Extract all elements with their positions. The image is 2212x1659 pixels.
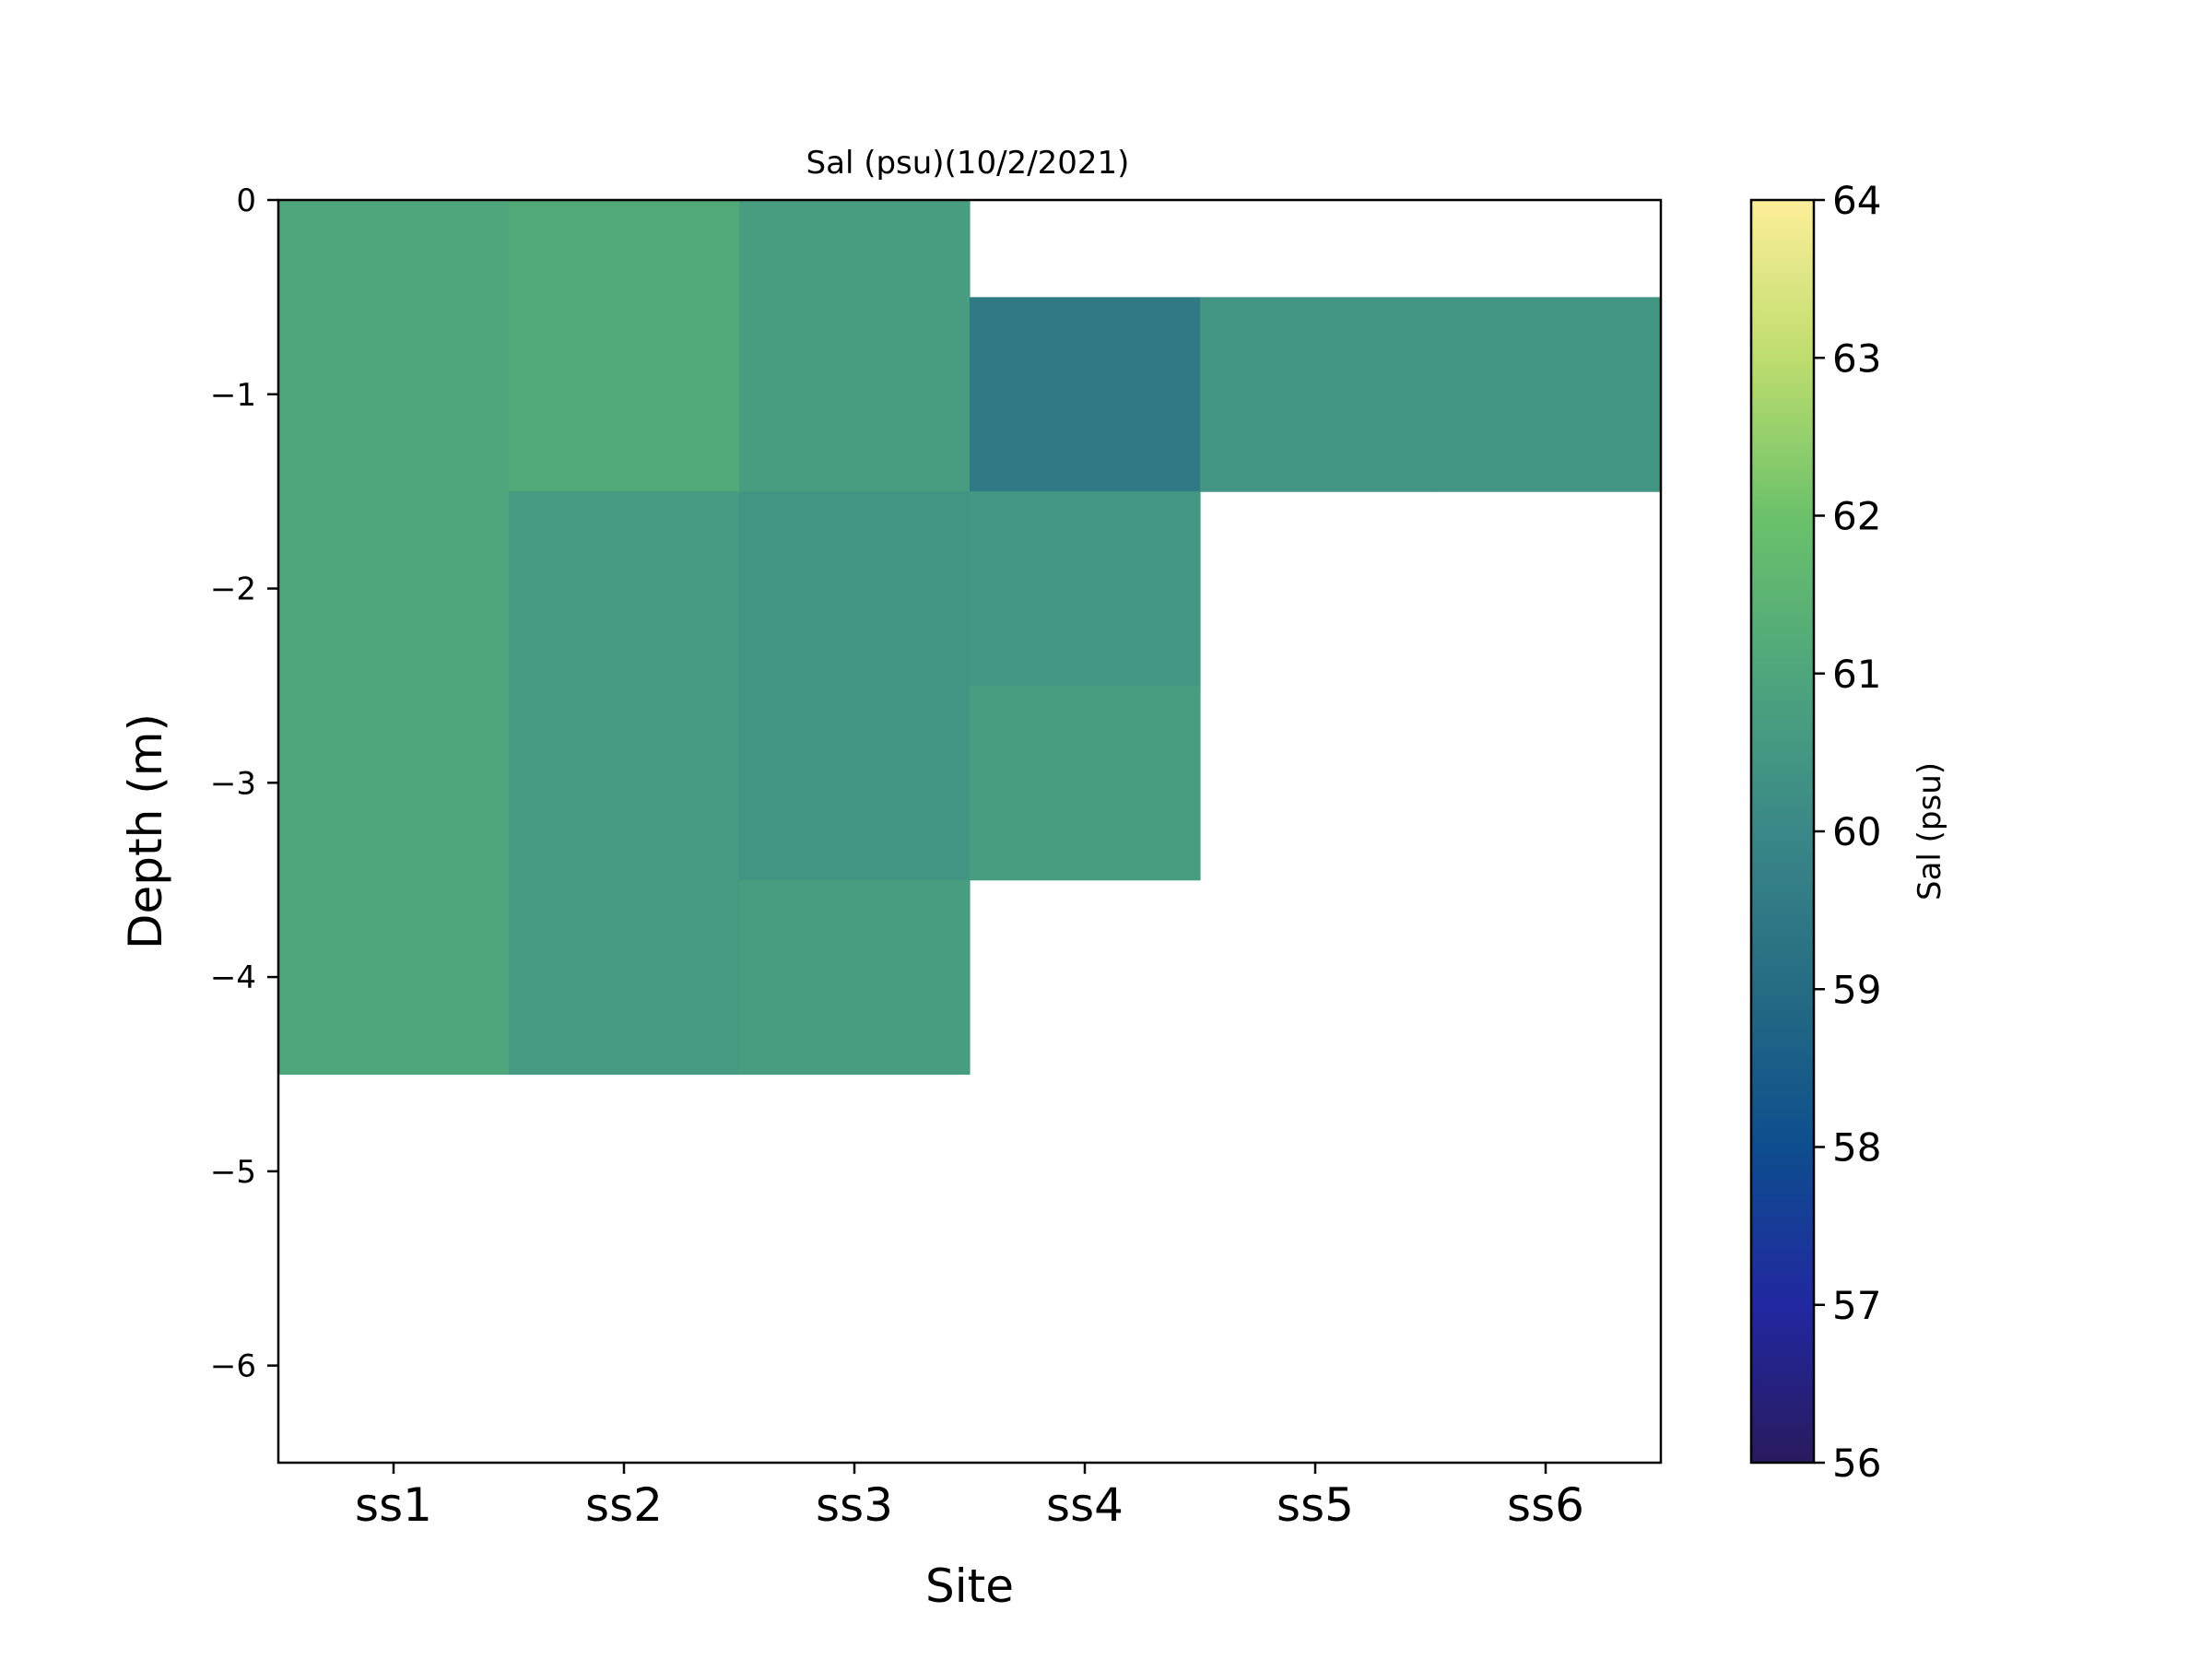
x-tick-label: ss1 bbox=[355, 1478, 432, 1532]
x-tick-label: ss2 bbox=[585, 1478, 663, 1532]
y-tick-label: −4 bbox=[210, 959, 256, 996]
heatmap-cell-ss3 bbox=[739, 879, 971, 1076]
heatmap-cell-ss4 bbox=[970, 491, 1201, 687]
heatmap-cell-ss3 bbox=[739, 491, 971, 687]
colorbar-ticks: 56 57 58 59 60 61 62 63 64 bbox=[1814, 178, 1881, 1486]
chart-title: Sal (psu)(10/2/2021) bbox=[806, 145, 1130, 182]
y-tick-label: 0 bbox=[236, 182, 256, 219]
y-tick-label: −5 bbox=[210, 1154, 256, 1191]
y-axis-ticks: 0 −1 −2 −3 −4 −5 −6 bbox=[210, 182, 278, 1385]
colorbar-tick-label: 58 bbox=[1832, 1125, 1881, 1171]
x-tick-label: ss5 bbox=[1277, 1478, 1354, 1532]
colorbar-tick-label: 62 bbox=[1832, 494, 1881, 539]
x-axis-label: Site bbox=[925, 1559, 1014, 1613]
heatmap-cell-ss2 bbox=[509, 491, 740, 687]
x-tick-label: ss6 bbox=[1507, 1478, 1584, 1532]
colorbar-tick-label: 63 bbox=[1832, 335, 1881, 381]
heatmap-cell-ss1 bbox=[278, 879, 510, 1076]
x-tick-label: ss4 bbox=[1046, 1478, 1124, 1532]
heatmap-cell-ss3 bbox=[739, 685, 971, 881]
heatmap-cell-ss4 bbox=[970, 297, 1201, 492]
colorbar-label: Sal (psu) bbox=[1912, 762, 1948, 900]
x-tick-label: ss3 bbox=[816, 1478, 893, 1532]
heatmap-cell-ss1 bbox=[278, 297, 510, 492]
heatmap-cell-ss6 bbox=[1430, 297, 1662, 492]
x-axis-ticks: ss1 ss2 ss3 ss4 ss5 ss6 bbox=[355, 1463, 1584, 1532]
heatmap-cell-ss2 bbox=[509, 297, 740, 492]
heatmap-cell-ss2 bbox=[509, 685, 740, 881]
heatmap-cell-ss1 bbox=[278, 491, 510, 687]
colorbar-tick-label: 61 bbox=[1832, 652, 1881, 697]
heatmap-cell-ss1 bbox=[278, 685, 510, 881]
colorbar-tick-label: 64 bbox=[1832, 178, 1881, 223]
y-tick-label: −2 bbox=[210, 571, 256, 608]
colorbar-tick-label: 60 bbox=[1832, 809, 1881, 854]
colorbar-tick-label: 59 bbox=[1832, 967, 1881, 1012]
heatmap-cell-ss4 bbox=[970, 685, 1201, 881]
heatmap-cell-ss2 bbox=[509, 200, 740, 298]
y-tick-label: −3 bbox=[210, 765, 256, 802]
y-axis-label: Depth (m) bbox=[119, 713, 172, 949]
y-tick-label: −6 bbox=[210, 1348, 256, 1385]
colorbar-tick-label: 57 bbox=[1832, 1283, 1881, 1328]
heatmap-cell-ss3 bbox=[739, 200, 971, 298]
heatmap-cell-ss3 bbox=[739, 297, 971, 492]
heatmap-cell-ss5 bbox=[1200, 297, 1431, 492]
y-tick-label: −1 bbox=[210, 377, 256, 414]
plot-frame bbox=[276, 198, 1663, 1465]
colorbar-tick-label: 56 bbox=[1832, 1441, 1881, 1486]
colorbar bbox=[1749, 198, 1816, 1465]
heatmap-cells bbox=[278, 200, 1662, 1076]
heatmap-cell-ss1 bbox=[278, 200, 510, 298]
heatmap-cell-ss2 bbox=[509, 879, 740, 1076]
